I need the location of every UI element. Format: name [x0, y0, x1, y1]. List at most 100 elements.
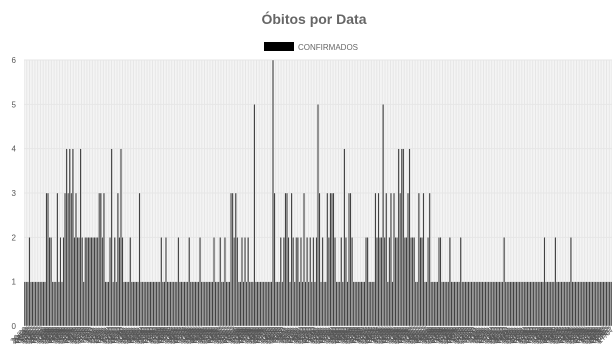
bar[interactable] — [47, 192, 49, 327]
bar[interactable] — [588, 281, 591, 327]
bar[interactable] — [464, 281, 467, 327]
bar[interactable] — [334, 237, 337, 327]
bar[interactable] — [400, 148, 403, 327]
bar[interactable] — [453, 281, 456, 327]
bar[interactable] — [140, 281, 143, 327]
bar[interactable] — [548, 281, 551, 327]
bar[interactable] — [175, 281, 178, 327]
bar[interactable] — [354, 281, 357, 327]
bar[interactable] — [219, 237, 222, 327]
bar[interactable] — [202, 281, 205, 327]
bar[interactable] — [608, 281, 611, 327]
bar[interactable] — [259, 281, 262, 327]
bar[interactable] — [196, 281, 198, 327]
bar[interactable] — [296, 237, 299, 327]
bar[interactable] — [425, 281, 428, 327]
bar[interactable] — [483, 281, 485, 327]
bar[interactable] — [569, 237, 572, 327]
bar[interactable] — [355, 281, 358, 327]
bar[interactable] — [286, 192, 288, 327]
bar[interactable] — [315, 237, 318, 327]
bar[interactable] — [397, 148, 400, 327]
bar[interactable] — [251, 281, 254, 327]
bar[interactable] — [120, 148, 122, 327]
bar[interactable] — [590, 281, 593, 327]
bar[interactable] — [216, 281, 219, 327]
bar[interactable] — [99, 192, 102, 327]
bar[interactable] — [343, 148, 346, 327]
bar[interactable] — [407, 192, 409, 327]
bar[interactable] — [228, 281, 231, 327]
bar[interactable] — [472, 281, 475, 327]
bar[interactable] — [444, 281, 447, 327]
bar[interactable] — [290, 192, 293, 327]
bar[interactable] — [237, 281, 240, 327]
bar[interactable] — [587, 281, 589, 327]
bar[interactable] — [110, 148, 113, 327]
bar[interactable] — [607, 281, 610, 327]
bar[interactable] — [447, 281, 450, 327]
bar[interactable] — [312, 237, 315, 327]
bar[interactable] — [593, 281, 596, 327]
bar[interactable] — [113, 237, 116, 327]
bar[interactable] — [543, 237, 546, 327]
bar[interactable] — [23, 281, 26, 327]
bar[interactable] — [461, 281, 464, 327]
bar[interactable] — [192, 281, 195, 327]
bar[interactable] — [205, 281, 208, 327]
bar[interactable] — [189, 281, 192, 327]
bar[interactable] — [65, 148, 68, 327]
bar[interactable] — [521, 281, 524, 327]
bar[interactable] — [357, 281, 360, 327]
bar[interactable] — [331, 192, 333, 327]
bar[interactable] — [241, 237, 243, 327]
bar[interactable] — [503, 237, 506, 327]
bar[interactable] — [504, 281, 507, 327]
bar[interactable] — [379, 237, 382, 327]
bar[interactable] — [515, 281, 518, 327]
bar[interactable] — [462, 281, 465, 327]
bar[interactable] — [217, 281, 220, 327]
bar[interactable] — [576, 281, 579, 327]
bar[interactable] — [582, 281, 585, 327]
bar[interactable] — [580, 281, 583, 327]
bar[interactable] — [146, 281, 149, 327]
bar[interactable] — [479, 281, 482, 327]
bar[interactable] — [123, 281, 126, 327]
bar[interactable] — [535, 281, 538, 327]
bar[interactable] — [459, 237, 462, 327]
bar[interactable] — [351, 237, 354, 327]
bar[interactable] — [377, 192, 380, 327]
bar[interactable] — [492, 281, 495, 327]
bar[interactable] — [410, 237, 413, 327]
bar[interactable] — [81, 237, 84, 327]
bar[interactable] — [104, 281, 107, 327]
bar[interactable] — [600, 281, 603, 327]
bar[interactable] — [537, 281, 540, 327]
bar[interactable] — [431, 281, 434, 327]
bar[interactable] — [573, 281, 575, 327]
bar[interactable] — [33, 281, 36, 327]
bar[interactable] — [529, 281, 532, 327]
bar[interactable] — [234, 192, 237, 327]
bar[interactable] — [137, 281, 139, 327]
bar[interactable] — [388, 237, 391, 327]
bar[interactable] — [227, 281, 229, 327]
bar[interactable] — [56, 192, 59, 327]
bar[interactable] — [555, 281, 558, 327]
bar[interactable] — [546, 281, 549, 327]
bar[interactable] — [244, 237, 247, 327]
bar[interactable] — [487, 281, 490, 327]
bar[interactable] — [39, 281, 42, 327]
bar[interactable] — [61, 281, 63, 327]
bar[interactable] — [112, 281, 115, 327]
bar[interactable] — [222, 281, 225, 327]
bar[interactable] — [154, 281, 157, 327]
bar[interactable] — [133, 281, 136, 327]
bar[interactable] — [71, 148, 74, 327]
bar[interactable] — [495, 281, 498, 327]
bar[interactable] — [106, 281, 108, 327]
bar[interactable] — [188, 237, 191, 327]
bar[interactable] — [509, 281, 512, 327]
bar[interactable] — [408, 148, 411, 327]
